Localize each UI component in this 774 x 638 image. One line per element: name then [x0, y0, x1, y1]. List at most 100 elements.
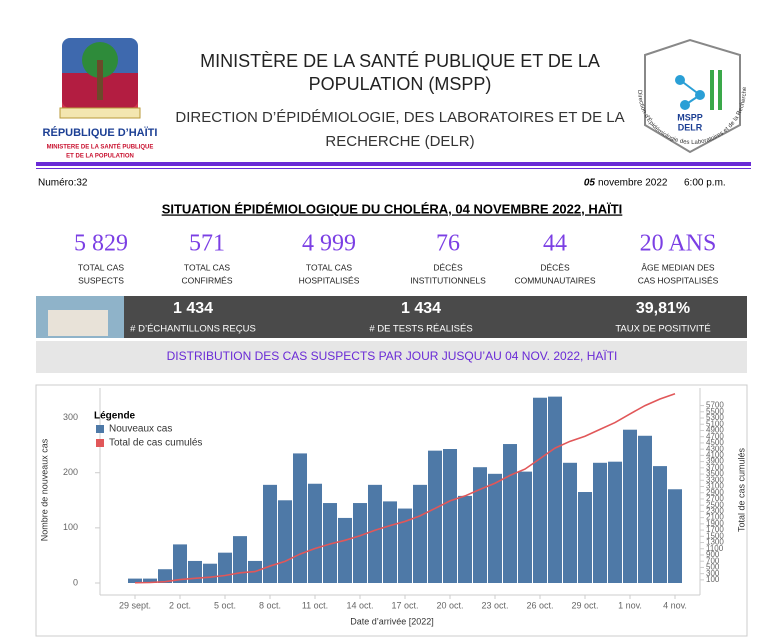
- y2-tick-label: 4700: [706, 432, 724, 441]
- y2-tick-label: 5700: [706, 401, 724, 410]
- y-tick-label: 300: [63, 412, 78, 422]
- x-tick-label: 26 oct.: [526, 600, 553, 610]
- logo-text: MSPP: [677, 112, 703, 122]
- x-tick-label: 8 oct.: [259, 600, 281, 610]
- stat-label: COMMUNAUTAIRES: [514, 275, 595, 285]
- y2-tick-label: 2500: [706, 500, 724, 509]
- cumulative-line: [134, 392, 676, 584]
- bar: [263, 484, 277, 583]
- stat-label: SUSPECTS: [78, 275, 124, 285]
- y2-tick-label: 300: [706, 569, 720, 578]
- photo: [48, 310, 108, 336]
- stat-label: CAS HOSPITALISÉS: [638, 275, 719, 285]
- y2-tick-label: 3500: [706, 469, 724, 478]
- divider: [36, 162, 751, 166]
- stat-label: CONFIRMÉS: [182, 275, 233, 285]
- y2-tick-label: 4500: [706, 438, 724, 447]
- x-tick-label: 2 oct.: [169, 600, 191, 610]
- report-time: 6:00 p.m.: [684, 178, 726, 189]
- stat-label: DÉCÈS: [540, 262, 570, 272]
- title: POPULATION (MSPP): [309, 74, 492, 94]
- lab-value: 39,81%: [636, 300, 690, 317]
- lab-label: # D’ÉCHANTILLONS REÇUS: [130, 324, 256, 335]
- y2-tick-label: 5100: [706, 419, 724, 428]
- left-logo: [59, 38, 141, 119]
- y2-tick-label: 500: [706, 563, 720, 572]
- stat-label: INSTITUTIONNELS: [410, 275, 486, 285]
- stat-label: HOSPITALISÉS: [299, 275, 360, 285]
- right-logo: Direction d'Épidémiologie des Laboratoir…: [636, 38, 748, 154]
- bar: [623, 429, 637, 583]
- bar: [593, 462, 607, 583]
- stat-label: TOTAL CAS: [184, 262, 230, 272]
- x-tick-label: 1 nov.: [618, 600, 642, 610]
- y2-tick-label: 2700: [706, 494, 724, 503]
- logo-text: MINISTERE DE LA SANTÉ PUBLIQUE: [47, 143, 154, 151]
- bar: [323, 503, 337, 583]
- y2-tick-label: 700: [706, 556, 720, 565]
- legend-title: Légende: [94, 411, 136, 422]
- bar: [668, 489, 682, 583]
- y2-tick-label: 1300: [706, 538, 724, 547]
- y2-tick-label: 2300: [706, 507, 724, 516]
- bar: [548, 396, 562, 583]
- axis-title: Total de cas cumulés: [736, 447, 746, 532]
- y2-tick-label: 3300: [706, 475, 724, 484]
- y2-tick-label: 3700: [706, 463, 724, 472]
- stat-label: ÂGE MEDIAN DES: [641, 262, 715, 272]
- x-tick-label: 17 oct.: [391, 600, 418, 610]
- y2-tick-label: 5500: [706, 407, 724, 416]
- y2-tick-label: 1100: [706, 544, 724, 553]
- bar: [653, 466, 667, 583]
- y2-tick-label: 900: [706, 550, 720, 559]
- legend-label: Total de cas cumulés: [109, 438, 202, 449]
- x-tick-label: 11 oct.: [302, 600, 328, 610]
- bar: [233, 536, 247, 583]
- y2-tick-label: 1700: [706, 525, 724, 534]
- stat-value: 44: [543, 231, 567, 257]
- banner: [36, 341, 747, 373]
- bar: [218, 552, 232, 583]
- bar: [488, 473, 502, 583]
- lab-bar: [36, 296, 747, 338]
- lab-label: TAUX DE POSITIVITÉ: [615, 324, 710, 335]
- banner-text: DISTRIBUTION DES CAS SUSPECTS PAR JOUR J…: [167, 349, 618, 363]
- subtitle: DIRECTION D’ÉPIDÉMIOLOGIE, DES LABORATOI…: [175, 109, 624, 126]
- bar: [398, 508, 412, 583]
- bar: [563, 462, 577, 583]
- bar: [203, 563, 217, 583]
- x-tick-label: 29 oct.: [571, 600, 598, 610]
- y2-tick-label: 1900: [706, 519, 724, 528]
- x-tick-label: 14 oct.: [346, 600, 373, 610]
- x-tick-label: 23 oct.: [481, 600, 508, 610]
- logo-text: DELR: [678, 122, 703, 132]
- y2-tick-label: 1500: [706, 531, 724, 540]
- y2-tick-label: 3100: [706, 482, 724, 491]
- bar: [638, 435, 652, 583]
- bar: [458, 495, 472, 583]
- bar: [578, 492, 592, 583]
- x-tick-label: 29 sept.: [119, 600, 151, 610]
- bar: [173, 544, 187, 583]
- axis-title: Date d’arrivée [2022]: [350, 616, 434, 626]
- bar: [533, 397, 547, 583]
- bar: [143, 578, 157, 583]
- stat-value: 76: [436, 231, 460, 257]
- y2-tick-label: 100: [706, 575, 720, 584]
- bar: [503, 444, 517, 583]
- y2-tick-label: 3900: [706, 457, 724, 466]
- bar: [278, 500, 292, 583]
- bar: [608, 461, 622, 583]
- bar: [308, 483, 322, 583]
- logo-text: RÉPUBLIQUE D’HAÏTI: [43, 126, 158, 139]
- y2-tick-label: 5300: [706, 413, 724, 422]
- report-day: 05: [584, 178, 596, 189]
- legend-swatch: [96, 439, 104, 447]
- bar: [473, 467, 487, 583]
- bar: [293, 453, 307, 583]
- y2-tick-label: 4900: [706, 426, 724, 435]
- report-title: SITUATION ÉPIDÉMIOLOGIQUE DU CHOLÉRA, 04…: [162, 201, 623, 216]
- divider: [36, 168, 751, 169]
